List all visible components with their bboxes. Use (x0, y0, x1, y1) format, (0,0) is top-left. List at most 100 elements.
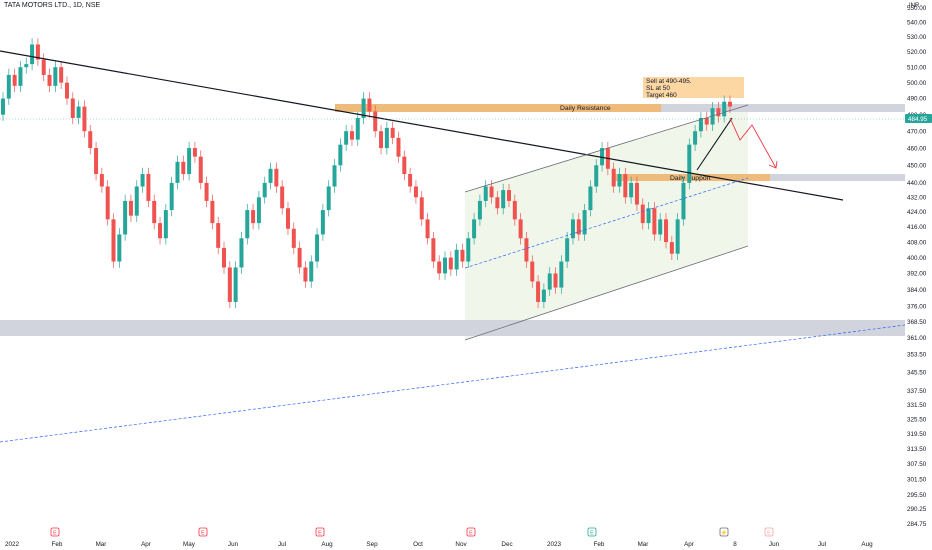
candle-down (291, 228, 296, 248)
price-axis[interactable]: 550.00 540.00 530.00 520.00 510.00 500.00 490.… (907, 5, 927, 528)
candle-up (233, 267, 238, 302)
time-tick-label: Mar (638, 541, 649, 548)
candle-down (70, 98, 75, 118)
earnings-marker-icon[interactable] (764, 527, 774, 537)
candle-up (245, 210, 250, 239)
trendline-descending-resistance (0, 50, 844, 201)
candle-up (472, 219, 477, 239)
candle-up (570, 219, 575, 239)
candle-up (600, 148, 605, 166)
time-tick-label: Feb (52, 541, 63, 548)
candle-down (611, 168, 616, 187)
earnings-marker-glyph: E (767, 531, 771, 537)
price-tick-label: 450.00 (907, 162, 927, 169)
candle-up (18, 67, 23, 86)
candle-down (285, 208, 290, 229)
candle-up (681, 182, 686, 220)
candle-up (262, 182, 267, 198)
candle-down (373, 111, 378, 132)
candle-up (187, 148, 192, 175)
candle-up (140, 174, 145, 187)
price-tick-label: 470.00 (907, 128, 927, 135)
candle-down (297, 247, 302, 268)
earnings-marker-icon[interactable] (50, 527, 60, 537)
candle-up (123, 200, 128, 235)
candle-down (99, 174, 104, 187)
price-tick-label: 540.00 (907, 20, 927, 27)
price-tick-label: 416.00 (907, 224, 927, 231)
candle-up (24, 64, 29, 68)
last-price-badge (905, 114, 932, 123)
time-tick-label: Jul (818, 541, 826, 548)
candle-down (227, 267, 232, 302)
candle-down (198, 156, 203, 183)
candle-up (169, 182, 174, 211)
event-markers[interactable]: E E E E E ⚡ E (50, 527, 774, 537)
candle-up (466, 238, 471, 262)
price-tick-label: 384.00 (907, 287, 927, 294)
earnings-marker-icon[interactable] (198, 527, 208, 537)
candle-down (553, 273, 558, 288)
price-tick-label: 520.00 (907, 49, 927, 56)
candle-up (541, 289, 546, 302)
earnings-marker-glyph: E (53, 531, 57, 537)
candle-up (582, 210, 587, 235)
candle-up (675, 219, 680, 254)
price-tick-label: 353.50 (907, 352, 927, 359)
candle-down (419, 197, 424, 220)
candle-up (565, 238, 570, 262)
price-tick-label: 460.00 (907, 145, 927, 152)
candle-up (477, 200, 482, 220)
candle-down (274, 168, 279, 187)
earnings-marker-glyph: E (469, 531, 473, 537)
price-tick-label: 325.50 (907, 416, 927, 423)
price-tick-label: 490.00 (907, 96, 927, 103)
time-tick-label: Jun (769, 541, 780, 548)
candle-down (448, 257, 453, 270)
rising-wedge-line (696, 117, 733, 171)
candle-down (216, 223, 221, 248)
candle-down (704, 117, 709, 125)
price-tick-label: 313.50 (907, 446, 927, 453)
candle-up (117, 234, 122, 262)
earnings-marker-glyph: E (590, 531, 594, 537)
candle-down (396, 137, 401, 157)
earnings-marker-glyph: E (201, 531, 205, 537)
candle-down (41, 59, 46, 75)
earnings-marker-icon[interactable] (719, 527, 729, 537)
candle-up (594, 165, 599, 187)
earnings-marker-icon[interactable] (587, 527, 597, 537)
candle-down (146, 174, 151, 201)
candle-up (315, 234, 320, 262)
price-tick-label: 424.00 (907, 209, 927, 216)
candle-up (629, 182, 634, 198)
candle-down (530, 261, 535, 282)
candle-down (47, 74, 52, 86)
candle-down (623, 174, 628, 198)
currency-label: INR (909, 3, 920, 9)
candle-up (483, 186, 488, 201)
price-tick-label: 284.75 (907, 521, 927, 528)
candle-down (181, 161, 186, 175)
candle-up (309, 261, 314, 282)
candle-up (338, 144, 343, 166)
earnings-marker-icon[interactable] (315, 527, 325, 537)
price-tick-label: 307.50 (907, 461, 927, 468)
channel-upper-line (464, 104, 749, 193)
time-tick-label: Feb (594, 541, 605, 548)
candle-down (349, 131, 354, 140)
time-tick-label: May (183, 541, 196, 548)
price-tick-label: 376.00 (907, 303, 927, 310)
time-tick-label: Sep (366, 541, 378, 548)
time-axis[interactable]: 2022 Feb Mar Apr May Jun Jul Aug Sep Oct Nov Dec 202… (5, 541, 873, 548)
earnings-marker-icon[interactable] (466, 527, 476, 537)
candle-down (222, 247, 227, 268)
zone-daily-resistance-label: Daily Resistance (560, 105, 611, 112)
candle-up (268, 168, 273, 183)
candle-up (332, 165, 337, 187)
candle-down (536, 281, 541, 302)
price-tick-label: 301.50 (907, 476, 927, 483)
candle-up (355, 117, 360, 140)
time-tick-label: 2022 (5, 541, 20, 548)
